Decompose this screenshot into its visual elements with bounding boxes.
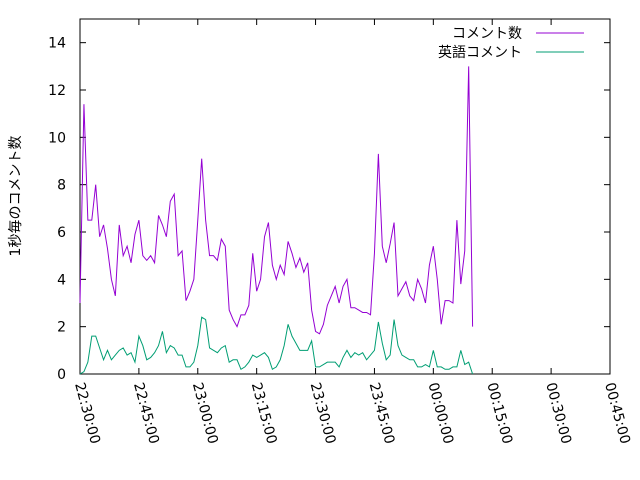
legend-label: コメント数: [452, 26, 522, 42]
y-tick-label: 4: [57, 272, 66, 288]
series-layer: [79, 66, 474, 375]
x-tick-label: 23:30:00: [307, 381, 339, 446]
x-tick-label: 00:30:00: [542, 381, 574, 446]
x-tick-label: 23:45:00: [366, 381, 398, 446]
x-tick-label: 22:45:00: [130, 381, 162, 446]
x-tick-label: 00:15:00: [483, 381, 515, 446]
y-tick-label: 10: [48, 130, 66, 146]
y-axis: 0 2 4 6 8 10 12 14: [48, 36, 610, 383]
x-tick-label: 00:45:00: [601, 381, 633, 446]
y-tick-label: 14: [48, 36, 66, 52]
y-tick-label: 12: [48, 83, 66, 99]
x-tick-label: 00:00:00: [424, 381, 456, 446]
y-tick-label: 2: [57, 320, 66, 336]
y-tick-label: 6: [57, 225, 66, 241]
x-axis: 22:30:00 22:45:00 23:00:00 23:15:00 23:30:00…: [71, 19, 633, 446]
legend-label: 英語コメント: [438, 44, 522, 61]
x-tick-label: 23:00:00: [189, 381, 221, 446]
series-line: [79, 316, 474, 375]
x-tick-label: 22:30:00: [71, 381, 103, 446]
y-axis-label: 1秒毎のコメント数: [8, 136, 24, 257]
y-tick-label: 0: [57, 367, 66, 383]
series-line: [79, 66, 474, 335]
plot-frame: [79, 18, 611, 375]
x-tick-label: 23:15:00: [248, 381, 280, 446]
y-tick-label: 8: [57, 178, 66, 194]
